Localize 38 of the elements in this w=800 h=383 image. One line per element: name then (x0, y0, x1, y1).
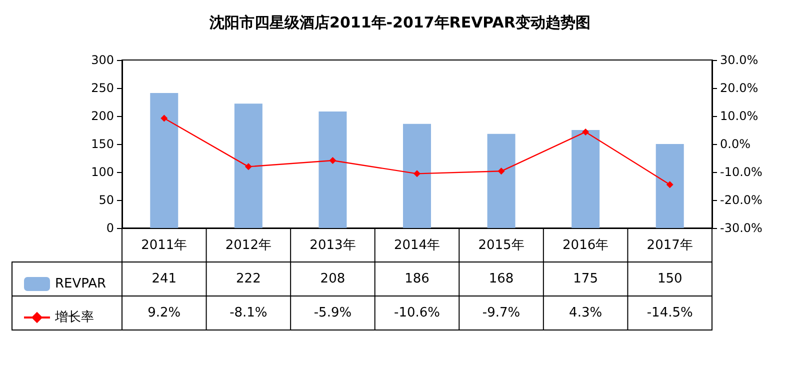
y-tick-label: 200 (91, 109, 114, 123)
legend-label: 增长率 (54, 309, 94, 325)
data-label: 175 (573, 272, 598, 286)
y2-tick-label: -20.0% (720, 193, 762, 207)
y2-tick-label: -30.0% (720, 221, 762, 235)
x-tick-label: 2017年 (646, 238, 693, 253)
data-label: 9.2% (148, 306, 181, 320)
data-label: 150 (657, 272, 682, 286)
data-label: -9.7% (482, 306, 520, 320)
y-tick-label: 150 (91, 137, 114, 151)
y-tick-label: 300 (91, 53, 114, 67)
y2-tick-label: -10.0% (720, 165, 762, 179)
data-label: -14.5% (646, 306, 693, 320)
data-label: -8.1% (230, 306, 268, 320)
y2-tick-label: 0.0% (720, 137, 750, 151)
y2-tick-label: 30.0% (720, 53, 758, 67)
y-tick-label: 50 (98, 193, 114, 207)
data-label: 4.3% (569, 306, 602, 320)
y-tick-label: 250 (91, 81, 114, 95)
data-label: -10.6% (394, 306, 440, 320)
x-tick-label: 2015年 (478, 238, 524, 253)
x-tick-label: 2016年 (562, 238, 609, 253)
data-label: -5.9% (314, 306, 352, 320)
y2-tick-label: 10.0% (720, 109, 758, 123)
x-tick-label: 2012年 (225, 238, 272, 253)
data-label: 186 (404, 272, 430, 286)
legend-label: REVPAR (55, 276, 106, 292)
data-label: 168 (488, 272, 514, 286)
y-tick-label: 100 (91, 165, 114, 179)
data-label: 222 (236, 272, 261, 286)
y-tick-label: 0 (106, 221, 114, 235)
data-label: 208 (320, 272, 346, 286)
chart-title: 沈阳市四星级酒店2011年-2017年REVPAR变动趋势图 (208, 14, 590, 32)
data-label: 241 (152, 272, 177, 286)
x-tick-label: 2011年 (141, 238, 188, 253)
x-tick-label: 2014年 (394, 238, 440, 253)
y2-tick-label: 20.0% (720, 81, 758, 95)
x-tick-label: 2013年 (310, 238, 356, 253)
